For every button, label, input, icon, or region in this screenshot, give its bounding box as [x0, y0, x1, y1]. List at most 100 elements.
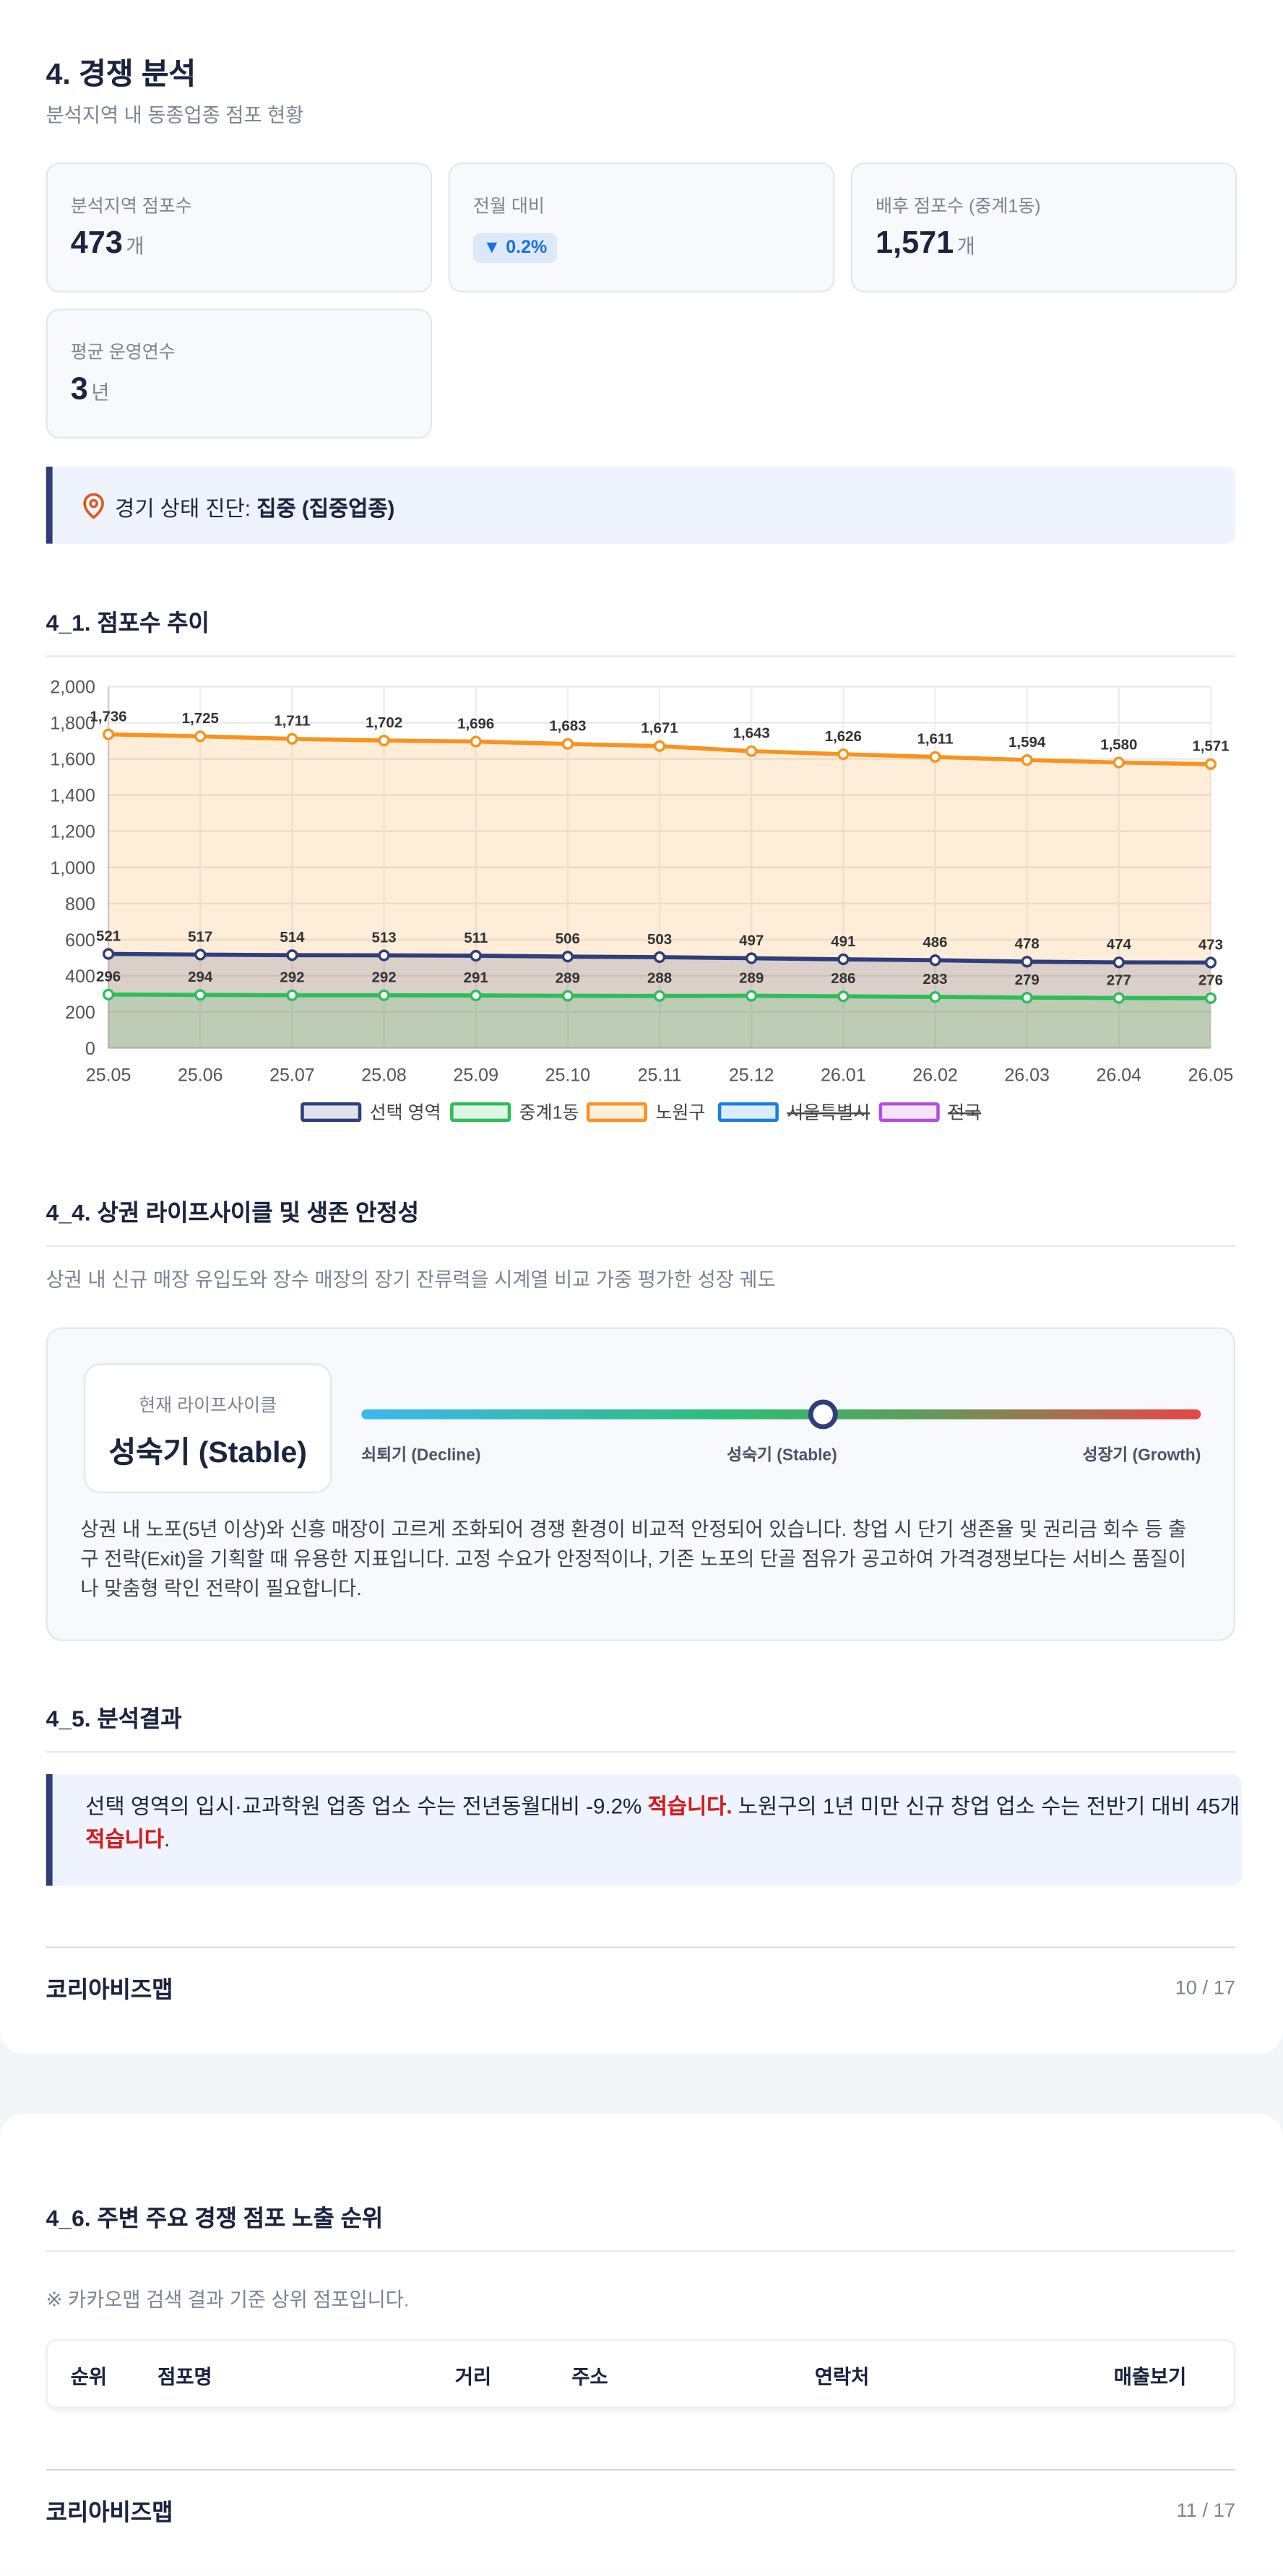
point — [286, 989, 298, 1001]
x-tick-label: 26.02 — [912, 1065, 958, 1085]
point — [929, 954, 941, 967]
title: 4. 경쟁 분석 — [46, 57, 196, 91]
y-tick-label: 400 — [65, 967, 95, 987]
stat-value: 473 개 — [71, 227, 144, 263]
data-label: 291 — [464, 969, 488, 986]
point — [103, 988, 115, 1000]
data-label: 506 — [556, 930, 580, 947]
legend-label: 선택 영역 — [370, 1103, 441, 1123]
value: 473 — [70, 226, 123, 262]
point — [653, 951, 666, 964]
data-label: 514 — [280, 929, 305, 946]
point — [561, 951, 574, 963]
page: 4_6. 주변 주요 경쟁 점포 노출 순위 ※ 카카오맵 검색 결과 기준 상… — [0, 2114, 1283, 2576]
value: 1,571 — [876, 226, 954, 262]
stat-card: 평균 운영연수 3 년 — [46, 308, 433, 439]
point — [1204, 992, 1217, 1004]
stat-card: 배후 점포수 (중계1동) 1,571 개 — [850, 163, 1237, 293]
column-header: 점포명 — [157, 2365, 212, 2389]
data-label: 1,711 — [274, 713, 310, 730]
data-label: 1,580 — [1100, 736, 1137, 753]
point — [837, 990, 850, 1003]
data-label: 276 — [1198, 972, 1223, 989]
y-tick-label: 800 — [65, 894, 95, 915]
lifecycle-box: 현재 라이프사이클 성숙기 (Stable) 쇠퇴기 (Decline) 성숙기… — [46, 1327, 1236, 1641]
point — [837, 748, 850, 761]
x-tick-label: 25.07 — [269, 1065, 315, 1085]
x-tick-label: 26.01 — [821, 1065, 866, 1085]
diagnosis-text: 경기 상태 진단: 집중 (집중업종) — [115, 491, 394, 522]
section-title: 4_5. 분석결과 — [46, 1702, 1236, 1753]
data-label: 1,626 — [825, 728, 862, 745]
data-label: 1,571 — [1192, 738, 1229, 755]
data-label: 296 — [96, 969, 121, 985]
x-tick-label: 25.08 — [361, 1065, 407, 1085]
brand: 코리아비즈맵 — [46, 1976, 173, 2003]
footer-line — [46, 2468, 1236, 2471]
label: 현재 라이프사이클 — [139, 1396, 277, 1417]
point — [929, 751, 941, 763]
data-label: 292 — [371, 969, 396, 986]
point — [470, 735, 482, 748]
x-tick-label: 25.12 — [729, 1065, 774, 1085]
pin-icon — [83, 493, 104, 519]
legend-label: 전국 — [948, 1103, 981, 1123]
x-tick-label: 25.09 — [453, 1065, 498, 1085]
point — [746, 745, 758, 757]
legend-swatch — [450, 1102, 511, 1123]
point — [470, 989, 482, 1002]
data-label: 1,696 — [457, 715, 494, 732]
data-label: 513 — [371, 929, 396, 946]
y-tick-label: 1,600 — [50, 750, 95, 770]
y-tick-label: 1,400 — [50, 786, 95, 806]
value: 집중 (집중업종) — [256, 496, 395, 521]
scale-label: 성장기 (Growth) — [1082, 1447, 1201, 1466]
data-label: 473 — [1198, 936, 1223, 953]
point — [286, 949, 298, 961]
text: 성숙기 (Stable) — [727, 1447, 837, 1466]
column-header: 거리 — [454, 2365, 492, 2389]
point — [1113, 956, 1125, 969]
legend-label: 중계1동 — [519, 1103, 579, 1123]
data-label: 474 — [1107, 936, 1132, 953]
stat-card: 분석지역 점포수 473 개 — [46, 163, 433, 293]
text: 선택 영역의 입시·교과학원 업종 업소 수는 전년동월대비 -9.2% — [85, 1794, 648, 1819]
x-tick-label: 25.11 — [638, 1065, 682, 1085]
y-tick-label: 1,000 — [50, 858, 95, 878]
footer-line — [46, 1946, 1236, 1948]
table-header: 순위 점포명 거리 주소 연락처 매출보기 — [46, 2339, 1236, 2408]
data-label: 1,736 — [90, 708, 126, 725]
value: 3 — [70, 373, 88, 407]
data-label: 1,702 — [366, 714, 402, 731]
data-label: 1,594 — [1008, 734, 1046, 751]
data-label: 288 — [647, 970, 672, 987]
point — [1021, 956, 1033, 968]
data-label: 497 — [739, 932, 764, 948]
lifecycle-text: 상권 내 노포(5년 이상)와 신흥 매장이 고르게 조화되어 경쟁 환경이 비… — [80, 1518, 1187, 1600]
y-tick-label: 600 — [65, 930, 95, 951]
section-title: 4_4. 상권 라이프사이클 및 생존 안정성 — [46, 1196, 1236, 1247]
data-label: 294 — [188, 969, 213, 985]
point — [1204, 956, 1217, 969]
column-header: 주소 — [571, 2365, 608, 2389]
x-tick-label: 25.06 — [178, 1065, 223, 1085]
lifecycle-marker — [808, 1399, 838, 1430]
column-header: 매출보기 — [1113, 2365, 1187, 2389]
brand: 코리아비즈맵 — [46, 2498, 173, 2525]
legend-label: 노원구 — [655, 1103, 705, 1123]
data-label: 1,611 — [917, 731, 953, 748]
stat-label: 분석지역 점포수 — [70, 196, 192, 217]
data-label: 511 — [464, 930, 488, 946]
data-label: 491 — [831, 933, 855, 950]
x-tick-label: 26.04 — [1097, 1065, 1142, 1085]
data-label: 279 — [1015, 972, 1040, 988]
data-label: 517 — [188, 928, 212, 945]
data-label: 289 — [556, 969, 580, 986]
data-label: 521 — [96, 928, 121, 944]
lifecycle-card: 현재 라이프사이클 성숙기 (Stable) — [83, 1363, 332, 1494]
stat-value: 1,571 개 — [876, 227, 975, 263]
diagnosis-box: 경기 상태 진단: 집중 (집중업종) — [46, 466, 1236, 544]
legend-swatch — [301, 1102, 362, 1123]
legend-label: 서울특별시 — [787, 1103, 870, 1123]
